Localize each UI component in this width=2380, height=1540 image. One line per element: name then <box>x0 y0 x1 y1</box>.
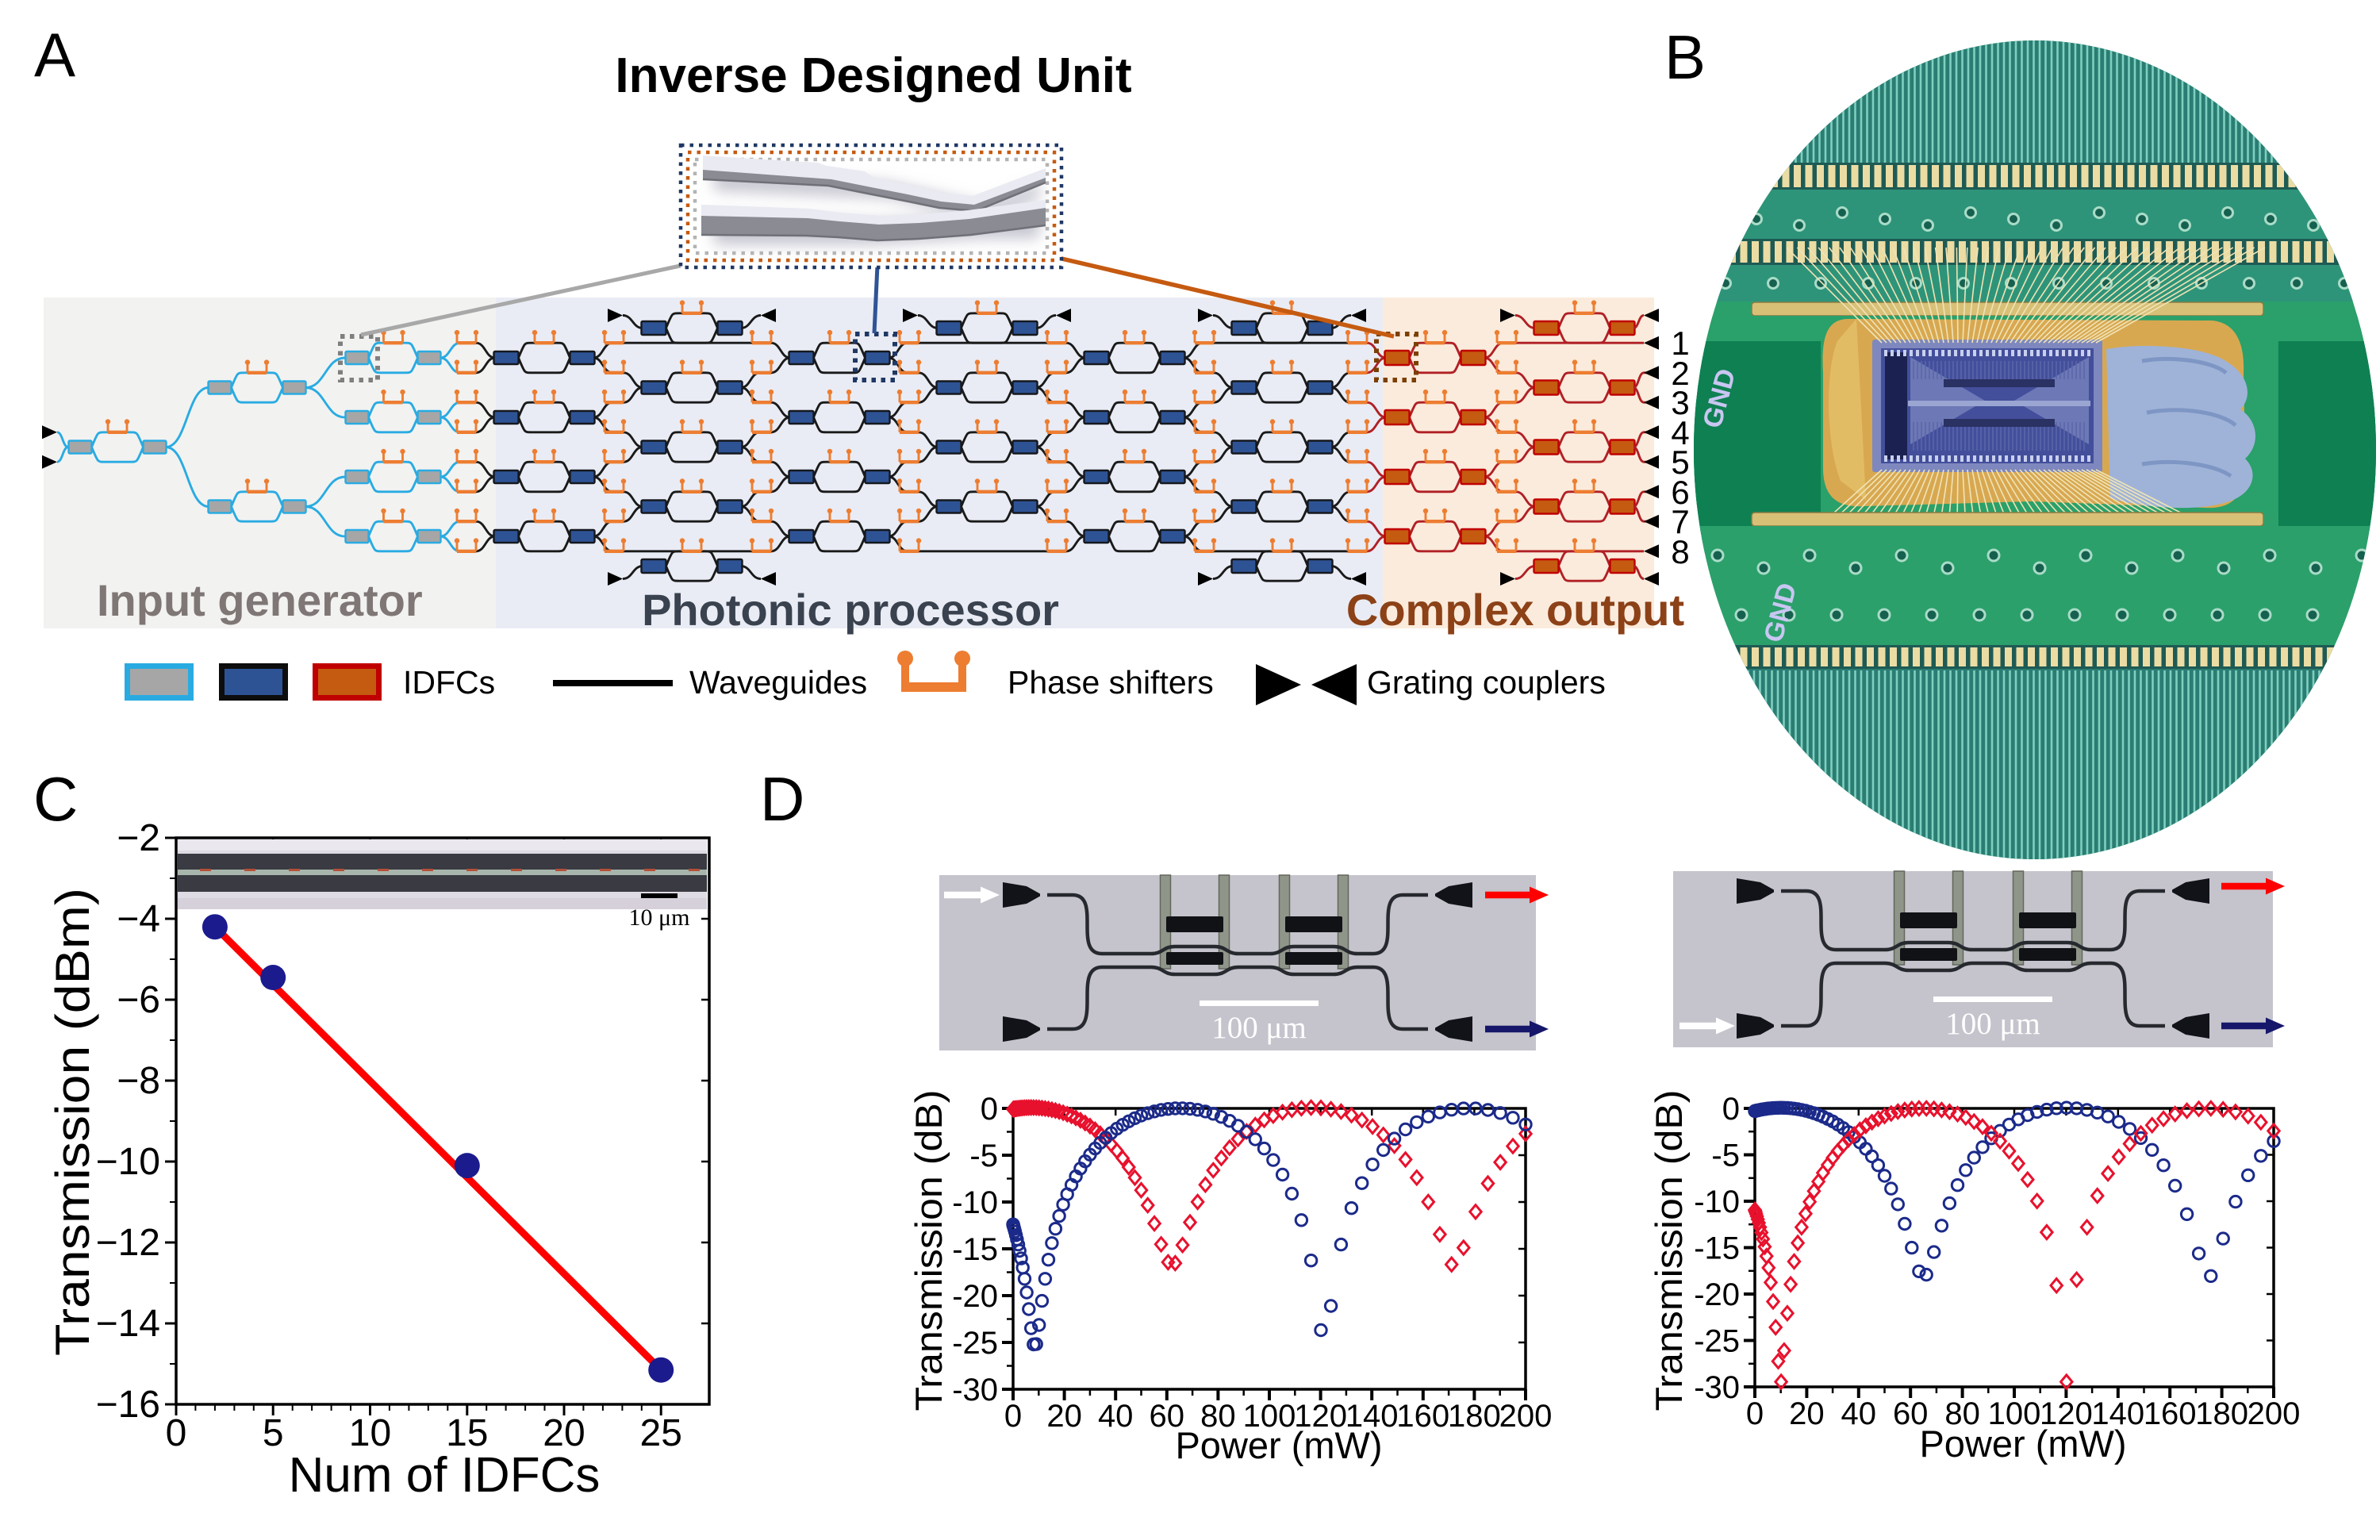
svg-text:200: 200 <box>1499 1399 1553 1434</box>
svg-text:140: 140 <box>2091 1396 2144 1431</box>
svg-text:180: 180 <box>2195 1396 2248 1431</box>
svg-text:-30: -30 <box>952 1373 998 1408</box>
svg-text:-20: -20 <box>1694 1277 1740 1312</box>
svg-text:5: 5 <box>263 1412 284 1454</box>
svg-text:-5: -5 <box>1711 1139 1740 1173</box>
svg-text:20: 20 <box>1789 1396 1825 1431</box>
svg-text:IDFCs: IDFCs <box>403 664 495 701</box>
svg-text:−6: −6 <box>117 979 160 1021</box>
svg-text:Input generator: Input generator <box>97 575 423 625</box>
svg-text:7: 7 <box>1671 503 1689 540</box>
svg-text:−10: −10 <box>96 1141 160 1183</box>
svg-text:180: 180 <box>1448 1399 1501 1434</box>
svg-text:0: 0 <box>1746 1396 1764 1431</box>
svg-text:3: 3 <box>1671 384 1689 421</box>
svg-text:Transmission (dB): Transmission (dB) <box>908 1090 950 1411</box>
svg-text:A: A <box>34 20 75 90</box>
svg-text:0: 0 <box>1722 1092 1740 1127</box>
svg-text:80: 80 <box>1200 1399 1236 1434</box>
svg-text:120: 120 <box>2040 1396 2093 1431</box>
svg-text:Inverse Designed Unit: Inverse Designed Unit <box>615 48 1131 103</box>
svg-text:-25: -25 <box>952 1326 998 1361</box>
svg-text:10: 10 <box>349 1412 391 1454</box>
svg-text:200: 200 <box>2248 1396 2301 1431</box>
svg-text:0: 0 <box>1004 1399 1022 1434</box>
svg-text:-25: -25 <box>1694 1324 1740 1359</box>
svg-text:−8: −8 <box>117 1060 160 1102</box>
svg-text:40: 40 <box>1098 1399 1134 1434</box>
svg-text:-15: -15 <box>952 1232 998 1267</box>
svg-text:100 μm: 100 μm <box>1211 1011 1307 1045</box>
svg-text:15: 15 <box>446 1412 488 1454</box>
svg-text:Grating couplers: Grating couplers <box>1367 664 1606 701</box>
svg-text:-30: -30 <box>1694 1370 1740 1405</box>
svg-text:100: 100 <box>1243 1399 1296 1434</box>
svg-text:25: 25 <box>640 1412 682 1454</box>
svg-text:-10: -10 <box>1694 1185 1740 1219</box>
svg-text:D: D <box>760 764 804 834</box>
svg-text:−4: −4 <box>117 898 160 940</box>
svg-text:Photonic processor: Photonic processor <box>642 585 1059 635</box>
svg-text:-10: -10 <box>952 1185 998 1220</box>
svg-text:Transmission (dBm): Transmission (dBm) <box>46 888 99 1356</box>
svg-text:100: 100 <box>1988 1396 2041 1431</box>
svg-text:60: 60 <box>1150 1399 1185 1434</box>
svg-text:Complex output: Complex output <box>1346 585 1684 635</box>
svg-text:0: 0 <box>166 1412 187 1454</box>
svg-text:Transmission (dB): Transmission (dB) <box>1648 1090 1690 1411</box>
svg-text:10 μm: 10 μm <box>629 904 690 931</box>
svg-text:Power (mW): Power (mW) <box>1919 1423 2126 1465</box>
svg-text:Power (mW): Power (mW) <box>1175 1424 1382 1466</box>
svg-text:Num of IDFCs: Num of IDFCs <box>289 1448 601 1503</box>
svg-text:160: 160 <box>2144 1396 2197 1431</box>
svg-text:8: 8 <box>1671 533 1689 570</box>
svg-text:100 μm: 100 μm <box>1945 1007 2040 1041</box>
svg-text:20: 20 <box>543 1412 585 1454</box>
svg-text:−2: −2 <box>117 817 160 859</box>
svg-text:6: 6 <box>1671 474 1689 511</box>
svg-text:160: 160 <box>1396 1399 1449 1434</box>
svg-text:Phase shifters: Phase shifters <box>1008 664 1214 701</box>
svg-text:20: 20 <box>1046 1399 1082 1434</box>
svg-text:120: 120 <box>1294 1399 1347 1434</box>
svg-text:0: 0 <box>981 1092 998 1127</box>
svg-text:-20: -20 <box>952 1279 998 1314</box>
svg-text:−16: −16 <box>96 1384 160 1426</box>
svg-text:-15: -15 <box>1694 1231 1740 1266</box>
svg-text:40: 40 <box>1841 1396 1877 1431</box>
svg-text:-5: -5 <box>969 1139 998 1173</box>
svg-text:140: 140 <box>1345 1399 1399 1434</box>
svg-text:2: 2 <box>1671 355 1689 392</box>
svg-text:80: 80 <box>1944 1396 1980 1431</box>
svg-text:5: 5 <box>1671 444 1689 481</box>
svg-text:Waveguides: Waveguides <box>689 664 867 701</box>
svg-text:B: B <box>1664 22 1706 92</box>
svg-text:C: C <box>33 764 78 834</box>
svg-text:−14: −14 <box>96 1303 160 1345</box>
svg-text:60: 60 <box>1893 1396 1929 1431</box>
svg-text:1: 1 <box>1671 325 1689 362</box>
svg-text:−12: −12 <box>96 1222 160 1264</box>
svg-text:4: 4 <box>1671 414 1689 451</box>
